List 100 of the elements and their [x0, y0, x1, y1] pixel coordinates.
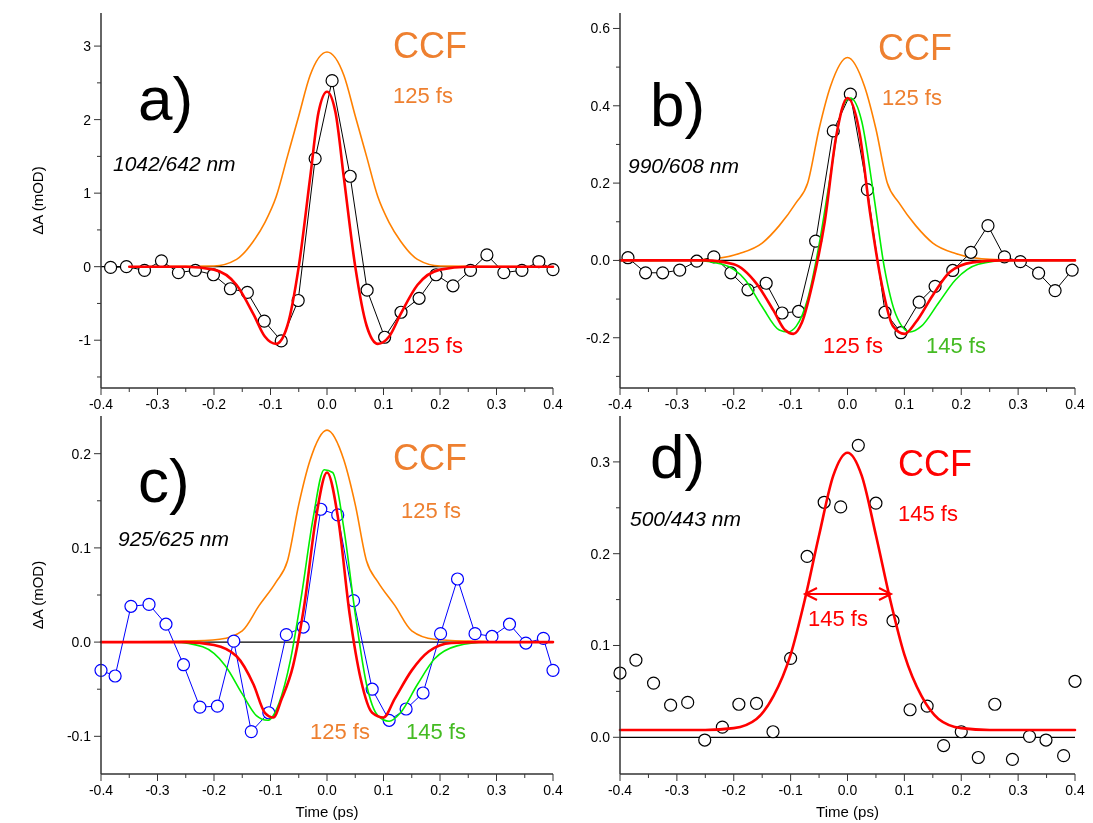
x-tick-label: -0.1 [258, 396, 283, 412]
annotation: 1042/642 nm [113, 152, 236, 175]
point [775, 306, 789, 320]
x-tick-label: -0.3 [664, 396, 690, 412]
x-tick-label: 0.2 [430, 782, 450, 798]
y-axis-title: ΔA (mOD) [29, 560, 46, 630]
y-tick-label: 0.2 [590, 545, 611, 562]
x-tick-label: -0.2 [201, 782, 227, 798]
point [800, 549, 814, 564]
y-tick-label: 0.1 [590, 637, 611, 654]
point [1005, 752, 1020, 766]
point [681, 695, 695, 709]
point [1039, 733, 1053, 747]
series-label: 145 fs [926, 333, 986, 358]
x-tick-label: 0.2 [951, 782, 972, 798]
x-tick-label: 0.3 [1008, 782, 1029, 798]
x-tick-label: -0.4 [88, 396, 114, 412]
series-label: 145 fs [406, 719, 466, 744]
y-tick-label: 0.3 [590, 453, 611, 470]
series-label: 125 fs [403, 333, 463, 358]
x-tick-label: -0.1 [258, 782, 283, 798]
annotation: a) [138, 64, 194, 133]
annotation: 125 fs [882, 85, 942, 110]
point [1022, 729, 1037, 743]
point [343, 169, 357, 183]
point [834, 500, 848, 514]
point [1057, 749, 1071, 763]
annotation: 925/625 nm [118, 527, 229, 550]
y-axis-title: ΔA (mOD) [29, 166, 46, 235]
point [766, 725, 780, 739]
point [971, 750, 985, 765]
point [360, 283, 374, 297]
point [981, 219, 995, 233]
point [223, 282, 237, 296]
y-tick-label: 0 [83, 258, 92, 275]
x-tick-label: 0.4 [543, 396, 563, 412]
x-tick-label: 0.4 [1065, 396, 1085, 412]
point [546, 663, 560, 677]
x-tick-label: 0.0 [837, 782, 858, 798]
x-tick-label: 0.0 [317, 396, 337, 412]
point [1068, 674, 1082, 688]
x-tick-label: 0.2 [951, 396, 972, 412]
annotation: 145 fs [898, 501, 958, 526]
x-tick-label: 0.0 [837, 396, 858, 412]
point [749, 696, 764, 710]
x-tick-label: -0.2 [201, 396, 227, 412]
annotation: 125 fs [401, 498, 461, 523]
annotation: 125 fs [393, 83, 453, 108]
point [664, 698, 678, 712]
point [279, 627, 293, 642]
y-tick-label: 0.1 [71, 539, 92, 556]
point [124, 599, 138, 613]
point [638, 266, 653, 280]
x-tick-label: -0.3 [145, 396, 170, 412]
y-tick-label: 3 [83, 38, 92, 55]
annotation: 125 fs [310, 719, 370, 744]
x-tick-label: 0.1 [894, 396, 915, 412]
x-tick-label: -0.1 [778, 782, 803, 798]
point [502, 617, 517, 631]
annotation: d) [650, 422, 706, 491]
y-tick-label: 0.0 [590, 729, 611, 746]
x-tick-label: -0.4 [607, 782, 633, 798]
x-tick-label: 0.3 [486, 782, 507, 798]
point [412, 291, 426, 305]
point [433, 627, 448, 641]
x-tick-label: 0.1 [373, 396, 394, 412]
point [646, 676, 661, 690]
point [1032, 266, 1046, 280]
point [446, 279, 460, 293]
annotation: b) [650, 70, 706, 139]
point [903, 703, 917, 717]
x-tick-label: -0.4 [607, 396, 633, 412]
series-label: CCF [898, 443, 972, 484]
y-tick-label: 0.6 [590, 20, 611, 37]
point [851, 438, 865, 452]
annotation: c) [138, 446, 190, 515]
x-tick-label: -0.3 [664, 782, 690, 798]
x-axis-title: Time (ps) [816, 803, 879, 820]
point [468, 627, 482, 641]
point [416, 686, 430, 700]
point [629, 653, 643, 667]
point [964, 245, 978, 259]
point [869, 496, 883, 510]
annotation: 145 fs [808, 606, 868, 631]
x-tick-label: 0.3 [1008, 396, 1029, 412]
x-tick-label: 0.1 [373, 782, 394, 798]
x-tick-label: 0.4 [543, 782, 563, 798]
y-tick-label: -1 [78, 332, 92, 349]
annotation: 500/443 nm [630, 507, 741, 530]
point [257, 314, 271, 328]
point [656, 266, 670, 280]
point [673, 263, 687, 277]
point [104, 260, 118, 275]
x-tick-label: -0.2 [721, 396, 747, 412]
point [1065, 263, 1079, 277]
x-axis-title: Time (ps) [295, 803, 359, 820]
y-tick-label: 0.4 [590, 97, 611, 114]
y-tick-label: 0.2 [71, 445, 92, 462]
x-tick-label: 0.2 [430, 396, 450, 412]
point [108, 669, 122, 683]
